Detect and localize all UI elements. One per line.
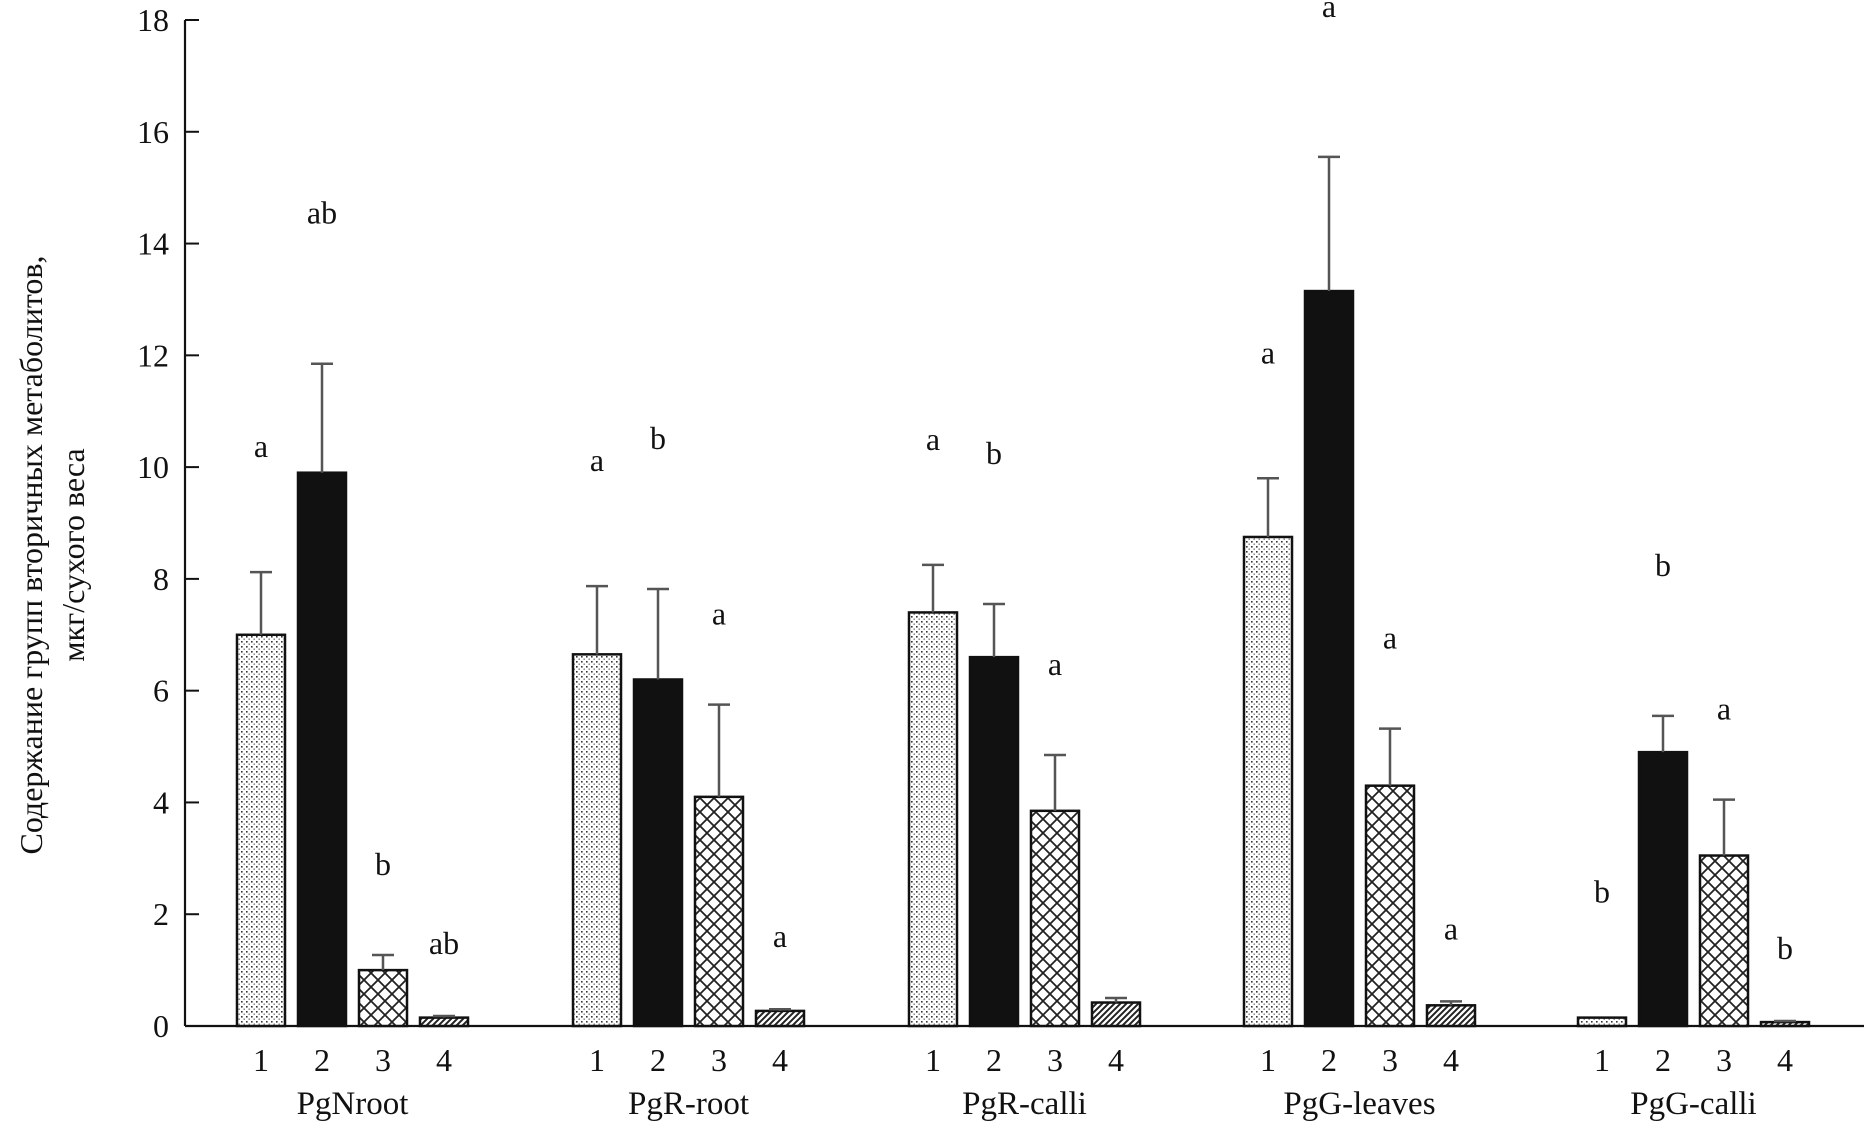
significance-label: a bbox=[254, 428, 268, 464]
significance-label: a bbox=[712, 596, 726, 632]
group-label: PgR-calli bbox=[962, 1086, 1087, 1122]
x-tick-label: 2 bbox=[1655, 1042, 1671, 1078]
bar bbox=[357, 968, 409, 1028]
y-tick-label: 8 bbox=[153, 561, 169, 597]
x-tick-label: 1 bbox=[1260, 1042, 1276, 1078]
bar bbox=[296, 471, 348, 1028]
bar bbox=[1242, 535, 1294, 1028]
x-tick-label: 1 bbox=[1594, 1042, 1610, 1078]
group-label: PgG-leaves bbox=[1283, 1086, 1435, 1122]
bar bbox=[1637, 750, 1689, 1028]
significance-label: a bbox=[1383, 620, 1397, 656]
y-tick-label: 4 bbox=[153, 784, 169, 820]
y-tick-label: 0 bbox=[153, 1008, 169, 1044]
bar bbox=[693, 795, 745, 1028]
y-tick-label: 12 bbox=[137, 337, 169, 373]
y-tick-label: 2 bbox=[153, 896, 169, 932]
bar bbox=[968, 655, 1020, 1028]
x-tick-label: 1 bbox=[925, 1042, 941, 1078]
x-tick-label: 4 bbox=[1777, 1042, 1793, 1078]
bar bbox=[632, 678, 684, 1028]
group-label: PgG-calli bbox=[1630, 1086, 1756, 1122]
y-tick-label: 10 bbox=[137, 449, 169, 485]
x-tick-label: 2 bbox=[314, 1042, 330, 1078]
x-tick-label: 3 bbox=[1716, 1042, 1732, 1078]
significance-label: b bbox=[375, 846, 391, 882]
significance-label: a bbox=[1322, 0, 1336, 24]
x-tick-label: 3 bbox=[711, 1042, 727, 1078]
significance-label: a bbox=[926, 421, 940, 457]
bar bbox=[1576, 1016, 1628, 1028]
significance-label: a bbox=[773, 918, 787, 954]
group-label: PgR-root bbox=[628, 1086, 749, 1122]
bar bbox=[1303, 289, 1355, 1028]
significance-label: a bbox=[1261, 334, 1275, 370]
significance-label: b bbox=[1655, 547, 1671, 583]
bar bbox=[907, 611, 959, 1028]
bars bbox=[235, 155, 1811, 1028]
bar bbox=[1759, 1020, 1811, 1028]
x-tick-label: 3 bbox=[375, 1042, 391, 1078]
x-tick-label: 4 bbox=[1108, 1042, 1124, 1078]
x-tick-label: 4 bbox=[772, 1042, 788, 1078]
significance-label: b bbox=[1594, 874, 1610, 910]
significance-label: a bbox=[1444, 910, 1458, 946]
bar bbox=[571, 653, 623, 1028]
x-tick-label: 4 bbox=[1443, 1042, 1459, 1078]
x-tick-label: 1 bbox=[589, 1042, 605, 1078]
x-tick-label: 2 bbox=[650, 1042, 666, 1078]
bar bbox=[1090, 1001, 1142, 1028]
x-tick-label: 4 bbox=[436, 1042, 452, 1078]
y-tick-label: 6 bbox=[153, 673, 169, 709]
y-axis-title-line-2: мкг/сухого веса bbox=[55, 448, 91, 661]
significance-label: ab bbox=[429, 925, 459, 961]
significance-label: a bbox=[590, 442, 604, 478]
significance-label: ab bbox=[307, 195, 337, 231]
bar bbox=[754, 1009, 806, 1028]
y-axis-title-line-1: Содержание групп вторичных метаболитов, bbox=[13, 256, 49, 855]
significance-label: b bbox=[650, 420, 666, 456]
significance-label: b bbox=[986, 435, 1002, 471]
y-tick-label: 16 bbox=[137, 114, 169, 150]
x-tick-label: 2 bbox=[1321, 1042, 1337, 1078]
x-tick-label: 3 bbox=[1382, 1042, 1398, 1078]
bar bbox=[235, 633, 287, 1028]
bar bbox=[1698, 854, 1750, 1028]
bar bbox=[1029, 809, 1081, 1028]
x-tick-label: 3 bbox=[1047, 1042, 1063, 1078]
bar bbox=[1425, 1004, 1477, 1028]
significance-label: b bbox=[1777, 930, 1793, 966]
y-tick-label: 18 bbox=[137, 2, 169, 38]
x-tick-label: 1 bbox=[253, 1042, 269, 1078]
group-label: PgNroot bbox=[297, 1086, 409, 1122]
bar bbox=[1364, 784, 1416, 1028]
x-tick-label: 2 bbox=[986, 1042, 1002, 1078]
significance-label: a bbox=[1717, 691, 1731, 727]
y-tick-label: 14 bbox=[137, 226, 169, 262]
significance-label: a bbox=[1048, 646, 1062, 682]
bar bbox=[418, 1016, 470, 1028]
